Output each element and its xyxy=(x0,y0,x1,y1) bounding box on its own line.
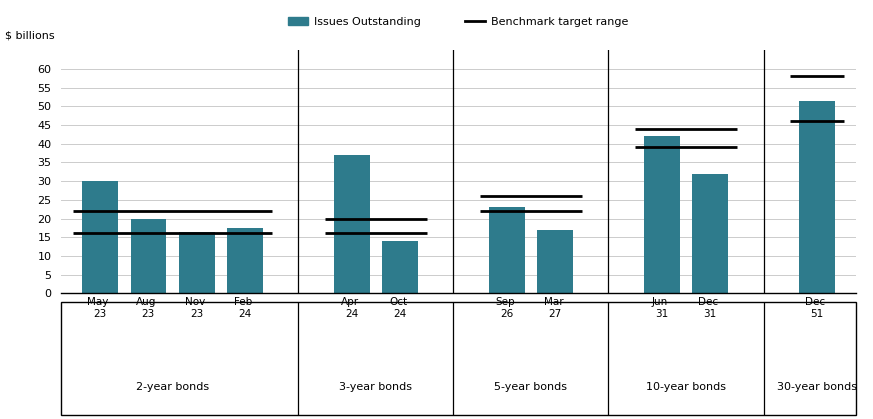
Bar xyxy=(692,173,728,293)
Legend: Issues Outstanding, Benchmark target range: Issues Outstanding, Benchmark target ran… xyxy=(284,12,633,31)
Text: 5-year bonds: 5-year bonds xyxy=(494,382,567,391)
Bar xyxy=(82,181,118,293)
Text: $ billions: $ billions xyxy=(5,31,55,41)
Text: 30-year bonds: 30-year bonds xyxy=(777,382,856,391)
Bar xyxy=(334,155,369,293)
Bar xyxy=(131,219,166,293)
Bar xyxy=(538,230,573,293)
Bar xyxy=(489,207,525,293)
Text: 3-year bonds: 3-year bonds xyxy=(340,382,412,391)
Bar xyxy=(228,228,263,293)
Bar xyxy=(799,101,835,293)
Text: 10-year bonds: 10-year bonds xyxy=(646,382,726,391)
Text: 2-year bonds: 2-year bonds xyxy=(136,382,210,391)
Bar xyxy=(179,232,215,293)
Bar xyxy=(644,136,679,293)
Bar xyxy=(382,241,418,293)
